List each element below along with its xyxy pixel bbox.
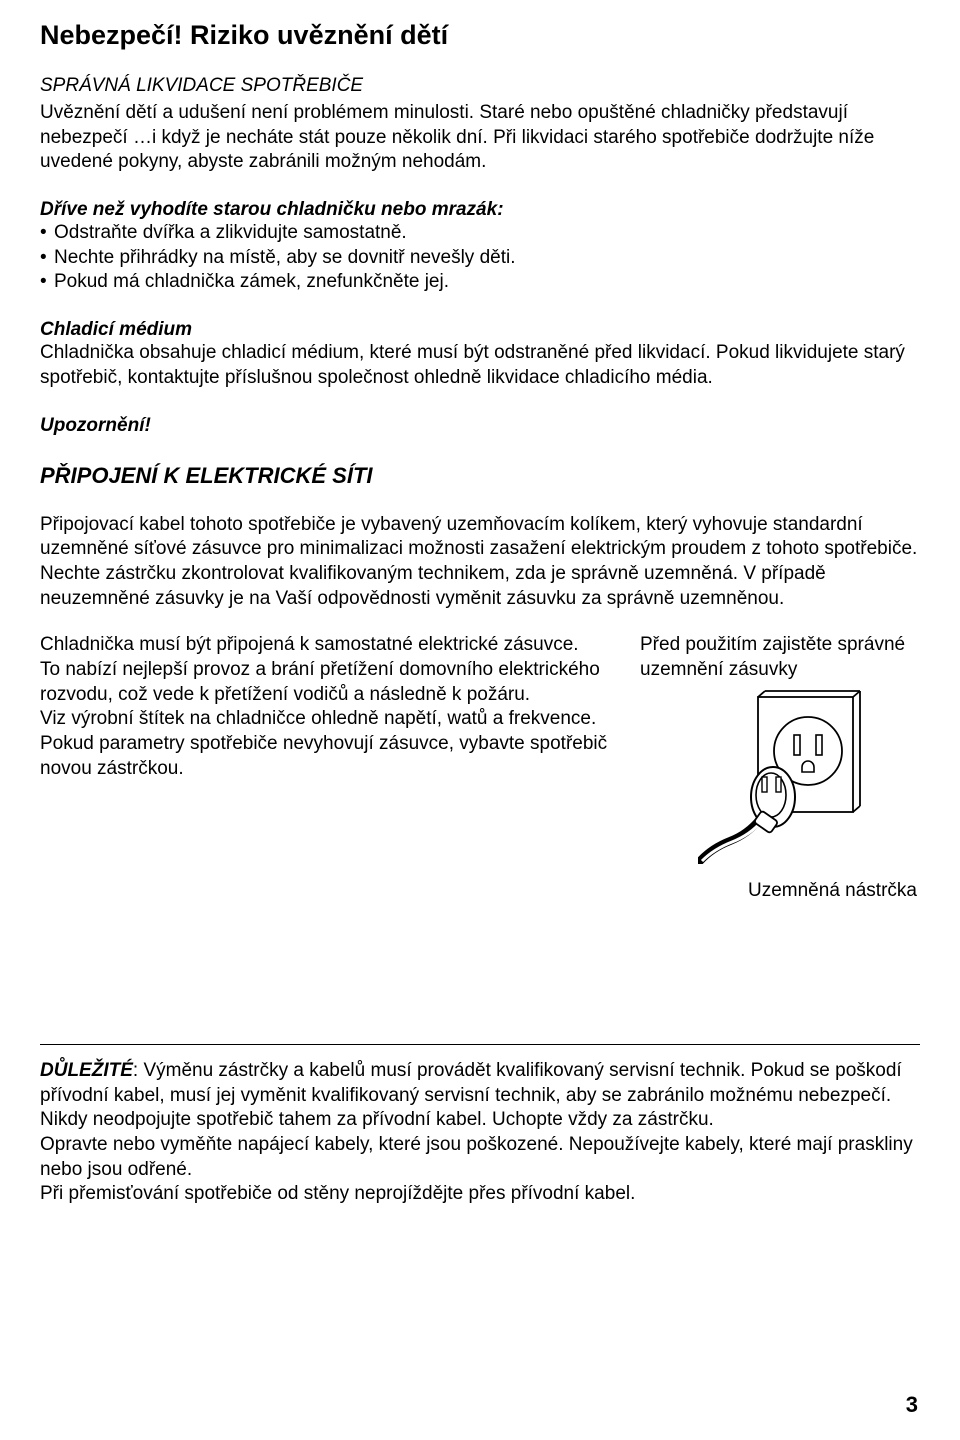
refrigerant-text: Chladnička obsahuje chladicí médium, kte… — [40, 341, 920, 390]
electrical-para1: Připojovací kabel tohoto spotřebiče je v… — [40, 513, 920, 562]
warning-label: Upozornění! — [40, 415, 920, 437]
outlet-plug-icon — [698, 689, 863, 864]
outlet-caption: Uzemněná nástrčka — [640, 879, 920, 904]
before-dispose-heading: Dříve než vyhodíte starou chladničku neb… — [40, 199, 920, 221]
important-text: : Výměnu zástrčky a kabelů musí provádět… — [40, 1060, 913, 1204]
electrical-para2: Nechte zástrčku zkontrolovat kvalifikova… — [40, 562, 920, 611]
list-item: Odstraňte dvířka a zlikvidujte samostatn… — [40, 221, 920, 246]
list-item: Nechte přihrádky na místě, aby se dovnit… — [40, 246, 920, 271]
important-label: DŮLEŽITÉ — [40, 1060, 133, 1081]
outlet-illustration — [640, 689, 920, 872]
electrical-right-block: Před použitím zajistěte správné uzemnění… — [640, 633, 920, 904]
list-item: Pokud má chladnička zámek, znefunkčněte … — [40, 270, 920, 295]
before-dispose-list: Odstraňte dvířka a zlikvidujte samostatn… — [40, 221, 920, 295]
intro-paragraph: Uvěznění dětí a udušení není problémem m… — [40, 101, 920, 175]
electrical-left-text: Chladnička musí být připojená k samostat… — [40, 633, 612, 781]
refrigerant-heading: Chladicí médium — [40, 319, 920, 341]
electrical-heading: PŘIPOJENÍ K ELEKTRICKÉ SÍTI — [40, 463, 920, 489]
disposal-subtitle: SPRÁVNÁ LIKVIDACE SPOTŘEBIČE — [40, 75, 920, 97]
page-number: 3 — [906, 1392, 918, 1418]
page-title: Nebezpečí! Riziko uvěznění dětí — [40, 20, 920, 51]
document-page: Nebezpečí! Riziko uvěznění dětí SPRÁVNÁ … — [0, 0, 960, 1440]
grounding-label: Před použitím zajistěte správné uzemnění… — [640, 633, 920, 682]
important-block: DŮLEŽITÉ: Výměnu zástrčky a kabelů musí … — [40, 1044, 920, 1207]
electrical-two-column: Chladnička musí být připojená k samostat… — [40, 633, 920, 904]
